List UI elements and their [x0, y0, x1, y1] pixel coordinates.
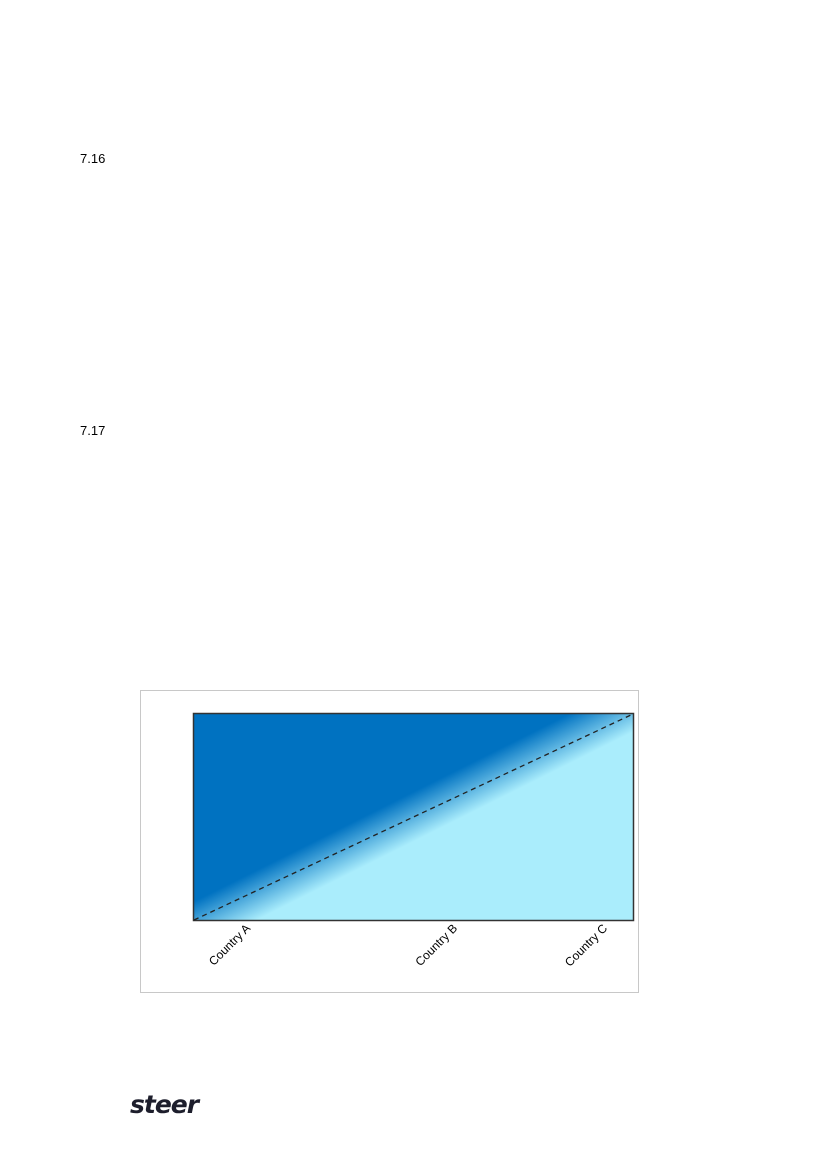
chart: Country A Country B Country C — [140, 690, 639, 993]
chart-svg: Country A Country B Country C — [192, 712, 635, 969]
x-tick-label: Country C — [562, 921, 610, 969]
steer-logo: steer — [130, 1090, 199, 1119]
x-tick-label: Country B — [412, 921, 460, 969]
plot-area — [192, 712, 635, 922]
paragraph-number: 7.17 — [80, 423, 106, 438]
paragraph-number: 7.16 — [80, 151, 106, 166]
x-tick-label: Country A — [206, 921, 253, 968]
